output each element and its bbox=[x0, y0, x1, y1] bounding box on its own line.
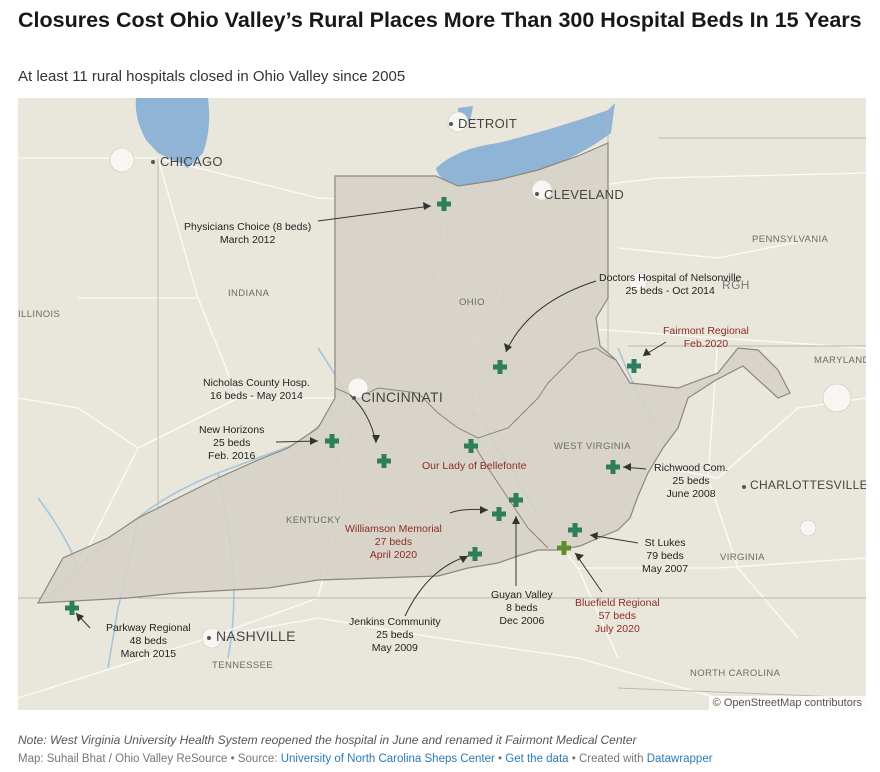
urban-areas bbox=[109, 111, 852, 649]
marker-richwood bbox=[606, 460, 620, 474]
lake-erie bbox=[436, 103, 615, 186]
label-fairmont[interactable]: Fairmont Regional Feb.2020 bbox=[663, 325, 749, 350]
region-virginia: VIRGINIA bbox=[720, 552, 765, 563]
label-bluefield[interactable]: Bluefield Regional 57 beds July 2020 bbox=[575, 597, 660, 635]
city-dot-cincinnati bbox=[352, 396, 356, 400]
city-dot-cleveland bbox=[535, 192, 539, 196]
region-pittsburgh-partial: RGH bbox=[722, 278, 750, 292]
marker-new-horizons bbox=[325, 434, 339, 448]
region-pennsylvania: PENNSYLVANIA bbox=[752, 234, 829, 245]
city-dot-charlottesville bbox=[742, 485, 746, 489]
city-chicago: CHICAGO bbox=[160, 154, 223, 169]
leader-physicians-choice bbox=[317, 205, 432, 222]
marker-guyan-valley bbox=[509, 493, 523, 507]
created-with-text: • Created with bbox=[568, 753, 647, 765]
label-jenkins[interactable]: Jenkins Community 25 beds May 2009 bbox=[349, 616, 441, 654]
credit-prefix: Map: Suhail Bhat / Ohio Valley ReSource … bbox=[18, 753, 281, 765]
chart-title: Closures Cost Ohio Valley’s Rural Places… bbox=[18, 8, 862, 32]
label-st-lukes[interactable]: St Lukes 79 beds May 2007 bbox=[642, 537, 689, 575]
city-cleveland: CLEVELAND bbox=[544, 187, 625, 202]
marker-nicholas-county bbox=[377, 454, 391, 468]
region-west-virginia: WEST VIRGINIA bbox=[554, 441, 631, 452]
marker-williamson bbox=[492, 507, 506, 521]
city-cincinnati: CINCINNATI bbox=[361, 389, 444, 405]
city-dot-detroit bbox=[449, 122, 453, 126]
city-detroit: DETROIT bbox=[458, 116, 518, 131]
marker-our-lady bbox=[464, 439, 478, 453]
footnote: Note: West Virginia University Health Sy… bbox=[18, 733, 637, 747]
basemap bbox=[18, 98, 866, 699]
chart-subtitle: At least 11 rural hospitals closed in Oh… bbox=[18, 68, 406, 85]
marker-st-lukes bbox=[568, 523, 582, 537]
region-tennessee: TENNESSEE bbox=[212, 660, 274, 671]
marker-parkway bbox=[65, 601, 79, 615]
region-illinois: ILLINOIS bbox=[18, 309, 61, 320]
arrowheads bbox=[76, 202, 651, 622]
city-dot-nashville bbox=[207, 636, 211, 640]
credit-separator: • bbox=[494, 753, 506, 765]
datawrapper-link[interactable]: Datawrapper bbox=[646, 753, 713, 765]
credits: Map: Suhail Bhat / Ohio Valley ReSource … bbox=[18, 753, 713, 765]
region-indiana: INDIANA bbox=[228, 288, 270, 299]
region-kentucky: KENTUCKY bbox=[286, 515, 341, 526]
label-physicians-choice[interactable]: Physicians Choice (8 beds) March 2012 bbox=[184, 221, 312, 246]
leader-st-lukes bbox=[589, 534, 639, 544]
city-charlottesville: CHARLOTTESVILLE bbox=[750, 478, 866, 492]
label-our-lady[interactable]: Our Lady of Bellefonte bbox=[422, 460, 527, 472]
marker-fairmont bbox=[627, 359, 641, 373]
city-dot-chicago bbox=[151, 160, 155, 164]
lake-michigan bbox=[135, 98, 210, 168]
city-nashville: NASHVILLE bbox=[216, 628, 296, 644]
region-ohio: OHIO bbox=[459, 297, 485, 308]
region-state-lines bbox=[334, 347, 617, 549]
label-new-horizons[interactable]: New Horizons 25 beds Feb. 2016 bbox=[199, 424, 265, 462]
leader-doctors-nelsonville bbox=[505, 280, 597, 353]
label-richwood[interactable]: Richwood Com. 25 beds June 2008 bbox=[654, 462, 729, 500]
get-data-link[interactable]: Get the data bbox=[505, 753, 569, 765]
leader-jenkins bbox=[404, 555, 469, 617]
marker-physicians-choice bbox=[437, 197, 451, 211]
label-parkway[interactable]: Parkway Regional 48 beds March 2015 bbox=[106, 622, 191, 660]
label-doctors-nelsonville[interactable]: Doctors Hospital of Nelsonville 25 beds … bbox=[599, 272, 742, 297]
map-attribution[interactable]: © OpenStreetMap contributors bbox=[708, 696, 866, 710]
label-nicholas-county[interactable]: Nicholas County Hosp. 16 beds - May 2014 bbox=[203, 377, 310, 402]
marker-bluefield bbox=[557, 541, 571, 555]
source-link[interactable]: University of North Carolina Sheps Cente… bbox=[280, 753, 495, 765]
marker-jenkins bbox=[468, 547, 482, 561]
region-maryland: MARYLAND bbox=[814, 355, 866, 366]
label-williamson[interactable]: Williamson Memorial 27 beds April 2020 bbox=[345, 523, 442, 561]
region-north-carolina: NORTH CAROLINA bbox=[690, 668, 781, 679]
label-guyan-valley[interactable]: Guyan Valley 8 beds Dec 2006 bbox=[491, 589, 553, 627]
map-area[interactable]: CHICAGO DETROIT CLEVELAND CINCINNATI NAS… bbox=[18, 98, 866, 710]
ohio-valley-region bbox=[36, 142, 791, 604]
hospital-markers bbox=[65, 197, 641, 615]
marker-doctors-nelsonville bbox=[493, 360, 507, 374]
